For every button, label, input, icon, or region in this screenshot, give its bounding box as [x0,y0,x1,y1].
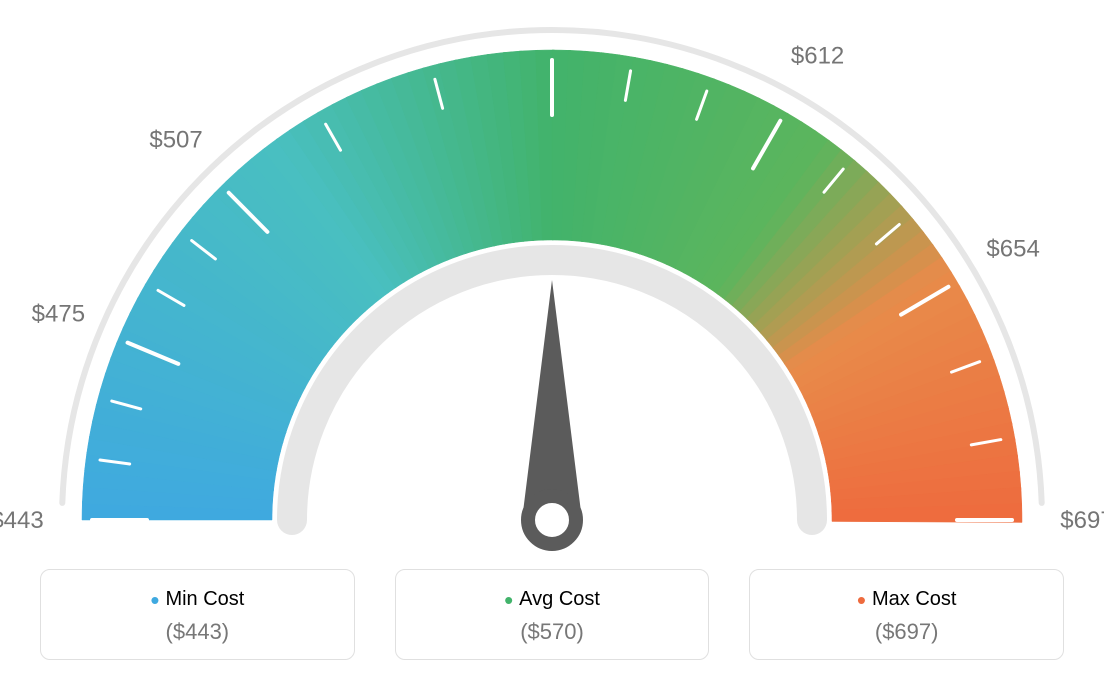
legend-title-label: Min Cost [165,588,244,610]
legend-card-min: •Min Cost ($443) [40,569,355,660]
svg-text:$612: $612 [791,43,844,70]
legend-title-avg: •Avg Cost [396,588,709,611]
gauge-chart: $443$475$507$570$612$654$697 [0,0,1104,580]
svg-text:$507: $507 [149,126,202,153]
legend-value-max: ($697) [750,619,1063,645]
svg-text:$475: $475 [32,301,85,328]
legend-value-avg: ($570) [396,619,709,645]
svg-text:$697: $697 [1060,507,1104,534]
legend-card-max: •Max Cost ($697) [749,569,1064,660]
legend-title-min: •Min Cost [41,588,354,611]
gauge-svg: $443$475$507$570$612$654$697 [0,0,1104,580]
legend-card-avg: •Avg Cost ($570) [395,569,710,660]
svg-text:$654: $654 [986,236,1039,263]
legend-title-max: •Max Cost [750,588,1063,611]
legend-title-label: Avg Cost [519,588,600,610]
svg-text:$443: $443 [0,507,44,534]
legend-row: •Min Cost ($443) •Avg Cost ($570) •Max C… [40,569,1064,660]
legend-title-label: Max Cost [872,588,956,610]
legend-value-min: ($443) [41,619,354,645]
